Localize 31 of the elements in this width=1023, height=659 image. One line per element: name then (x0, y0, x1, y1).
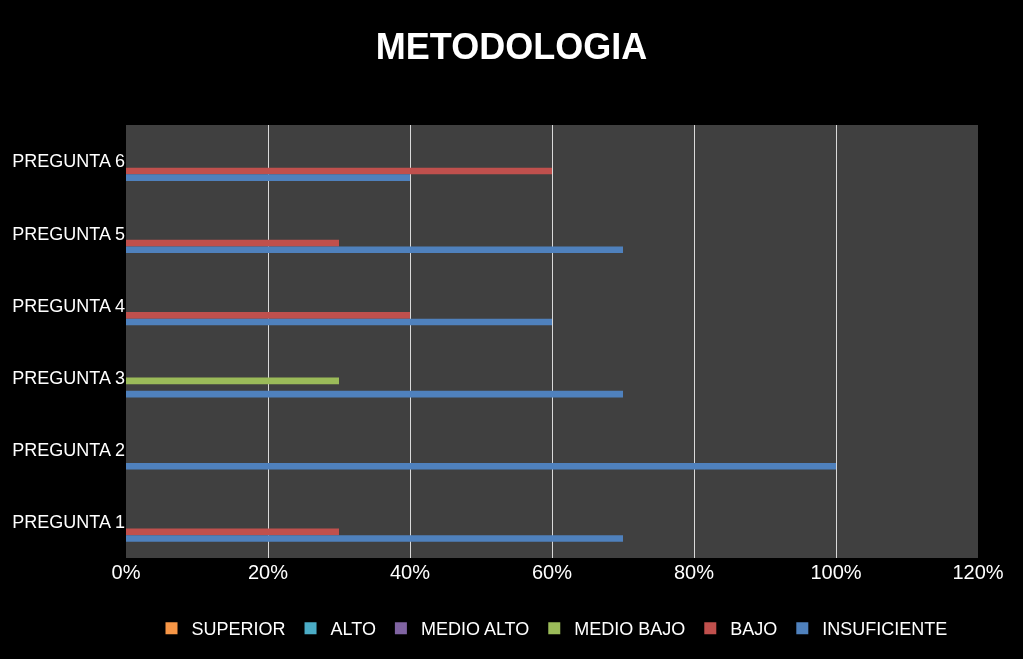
bar (126, 318, 552, 326)
y-tick-label: PREGUNTA 1 (12, 512, 125, 533)
legend-label: MEDIO ALTO (420, 619, 530, 640)
bar (126, 390, 623, 398)
x-tick-label: 120% (952, 561, 1004, 583)
legend-label: INSUFICIENTE (822, 619, 948, 640)
legend-label: ALTO (330, 619, 376, 640)
bar (126, 535, 623, 542)
bar (126, 239, 339, 247)
bar (126, 462, 836, 470)
x-tick-label: 0% (111, 561, 141, 583)
x-tick-label: 40% (389, 561, 431, 583)
bar (126, 246, 623, 254)
bar (126, 174, 410, 181)
legend-label: SUPERIOR (191, 619, 286, 640)
bar (126, 167, 552, 175)
x-tick-label: 60% (531, 561, 573, 583)
y-tick-label: PREGUNTA 6 (12, 151, 125, 172)
x-tick-label: 80% (673, 561, 715, 583)
y-tick-label: PREGUNTA 3 (12, 367, 125, 388)
bar (126, 312, 410, 319)
y-tick-label: PREGUNTA 4 (12, 295, 125, 316)
legend-label: BAJO (730, 619, 778, 640)
chart-title: METODOLOGIA (375, 25, 648, 67)
y-tick-label: PREGUNTA 5 (12, 223, 125, 244)
x-tick-label: 20% (247, 561, 289, 583)
legend-label: MEDIO BAJO (574, 619, 686, 640)
bar (126, 377, 339, 385)
y-tick-label: PREGUNTA 2 (12, 440, 125, 461)
bar (126, 528, 339, 536)
x-tick-label: 100% (810, 561, 862, 583)
